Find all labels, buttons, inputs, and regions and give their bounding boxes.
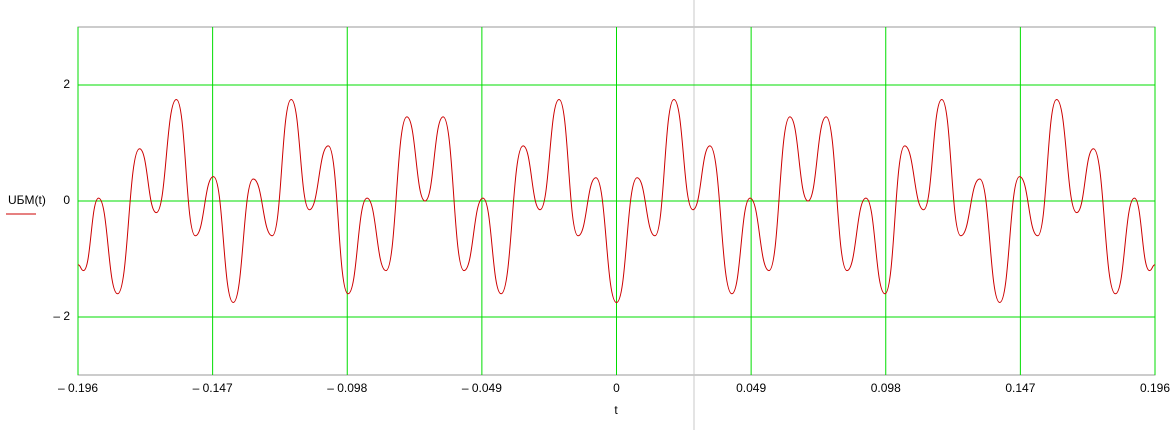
y-tick-label: 0 [63, 193, 70, 207]
y-tick-label: 2 [63, 77, 70, 91]
x-tick-label: 0.098 [871, 381, 901, 395]
x-tick-label: 0.049 [736, 381, 766, 395]
x-tick-label: – 0.098 [327, 381, 367, 395]
x-axis-label: t [614, 403, 618, 417]
x-tick-label: 0 [613, 381, 620, 395]
x-tick-label: 0.147 [1005, 381, 1035, 395]
x-tick-label: – 0.147 [193, 381, 233, 395]
x-tick-label: – 0.196 [58, 381, 98, 395]
y-tick-label: – 2 [53, 309, 70, 323]
x-tick-label: 0.196 [1140, 381, 1170, 395]
legend-label: UБM(t) [8, 193, 46, 207]
x-tick-label: – 0.049 [462, 381, 502, 395]
data-line [77, 98, 1156, 304]
